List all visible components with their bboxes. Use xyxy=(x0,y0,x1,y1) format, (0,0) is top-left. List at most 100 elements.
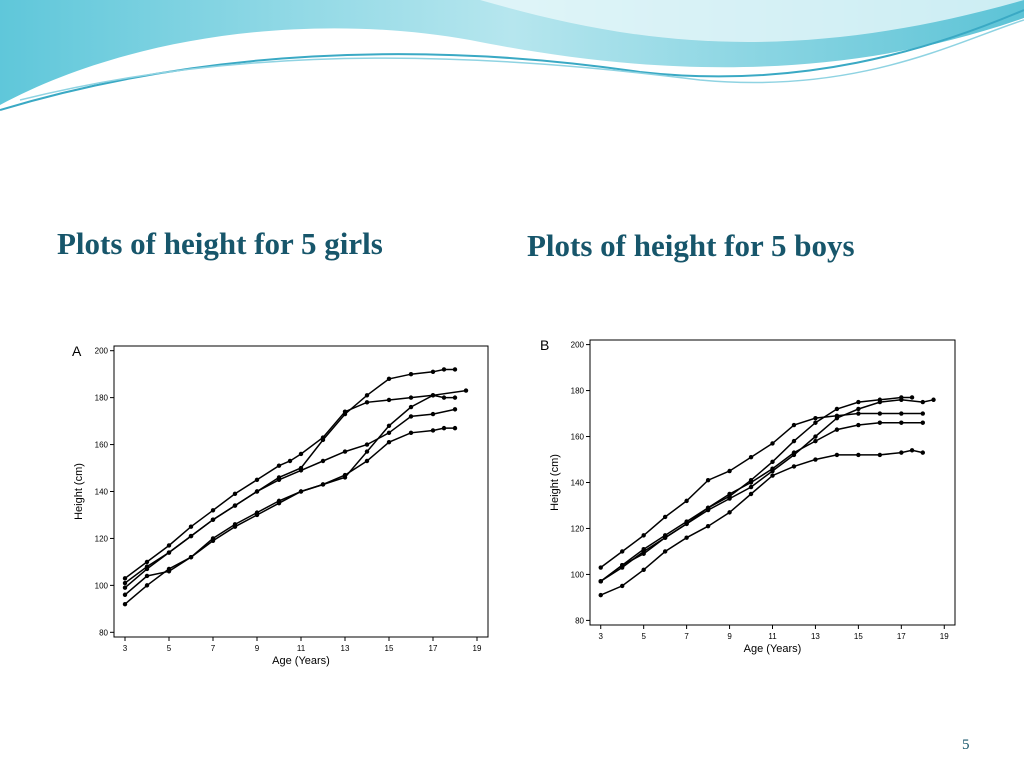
data-point xyxy=(342,409,348,414)
data-point xyxy=(770,466,775,471)
x-tick-label: 3 xyxy=(599,632,604,641)
data-point xyxy=(188,533,194,539)
x-tick-label: 5 xyxy=(641,632,646,641)
y-tick-label: 140 xyxy=(95,488,109,497)
data-point xyxy=(920,411,925,416)
data-point xyxy=(684,535,689,540)
y-axis-label: Height (cm) xyxy=(549,454,561,511)
data-point xyxy=(441,395,447,400)
data-point xyxy=(620,549,625,554)
data-point xyxy=(210,517,216,522)
y-tick-label: 100 xyxy=(571,570,585,579)
data-point xyxy=(684,521,689,527)
data-point xyxy=(813,420,818,425)
data-point xyxy=(463,388,469,393)
data-point xyxy=(122,592,128,597)
data-point xyxy=(386,423,392,428)
data-point xyxy=(210,508,216,513)
series-line xyxy=(124,394,455,579)
data-point xyxy=(430,428,436,433)
data-point xyxy=(662,514,668,520)
data-point xyxy=(899,450,904,455)
data-point xyxy=(748,480,754,485)
data-point xyxy=(364,449,370,454)
series-line xyxy=(600,421,923,582)
y-axis-label: Height (cm) xyxy=(73,463,85,520)
y-tick-label: 120 xyxy=(95,534,109,543)
data-point xyxy=(441,367,447,372)
data-point xyxy=(856,406,861,412)
data-point xyxy=(877,399,883,405)
data-point xyxy=(408,430,414,436)
data-point xyxy=(813,457,818,462)
data-point xyxy=(748,484,754,490)
data-point xyxy=(727,496,732,501)
x-tick-label: 19 xyxy=(473,644,482,653)
data-point xyxy=(877,420,883,425)
data-point xyxy=(813,438,818,444)
x-tick-label: 7 xyxy=(211,644,216,653)
data-point xyxy=(834,452,840,458)
data-point xyxy=(856,411,861,416)
data-point xyxy=(232,491,238,497)
heading: Plots of height for 5 boys xyxy=(527,228,855,263)
data-point xyxy=(684,498,689,504)
y-tick-label: 160 xyxy=(571,433,585,442)
data-point xyxy=(254,510,260,515)
x-tick-label: 13 xyxy=(341,644,350,653)
data-point xyxy=(856,452,861,458)
data-point xyxy=(598,565,603,570)
x-tick-label: 11 xyxy=(297,644,306,653)
panel-label: B xyxy=(540,337,549,353)
x-tick-label: 9 xyxy=(255,644,260,653)
data-point xyxy=(166,569,172,574)
data-point xyxy=(232,522,238,527)
y-tick-label: 80 xyxy=(99,628,108,637)
data-point xyxy=(408,404,414,410)
data-point xyxy=(727,510,732,515)
data-point xyxy=(452,367,458,372)
data-point xyxy=(727,491,732,497)
data-point xyxy=(342,449,348,454)
x-tick-label: 19 xyxy=(940,632,949,641)
data-point xyxy=(408,414,414,419)
header-wave xyxy=(0,0,1024,111)
data-point xyxy=(166,543,172,548)
data-point xyxy=(342,472,348,478)
data-point xyxy=(899,411,904,416)
data-point xyxy=(598,592,603,598)
data-point xyxy=(144,573,150,579)
data-point xyxy=(364,393,370,398)
x-tick-label: 9 xyxy=(727,632,732,641)
series-line xyxy=(600,412,923,569)
y-tick-label: 100 xyxy=(95,581,109,590)
data-point xyxy=(408,371,414,377)
x-tick-label: 15 xyxy=(385,644,394,653)
y-tick-label: 180 xyxy=(571,387,585,396)
data-point xyxy=(166,550,172,555)
data-point xyxy=(364,400,370,405)
data-point xyxy=(188,524,194,529)
data-point xyxy=(598,579,603,584)
data-point xyxy=(641,567,646,573)
data-point xyxy=(441,425,447,431)
data-point xyxy=(122,576,128,581)
data-point xyxy=(408,395,414,400)
data-point xyxy=(298,468,304,473)
data-point xyxy=(276,498,282,504)
data-point xyxy=(920,450,925,455)
data-point xyxy=(386,440,392,445)
data-point xyxy=(386,376,392,382)
y-tick-label: 120 xyxy=(571,524,585,533)
data-point xyxy=(298,489,304,494)
data-point xyxy=(641,533,646,538)
y-tick-label: 80 xyxy=(575,616,584,625)
data-point xyxy=(276,477,282,482)
data-point xyxy=(144,583,150,588)
data-point xyxy=(386,397,392,403)
series-line xyxy=(600,396,913,582)
data-point xyxy=(144,566,150,572)
series-line xyxy=(124,408,456,589)
